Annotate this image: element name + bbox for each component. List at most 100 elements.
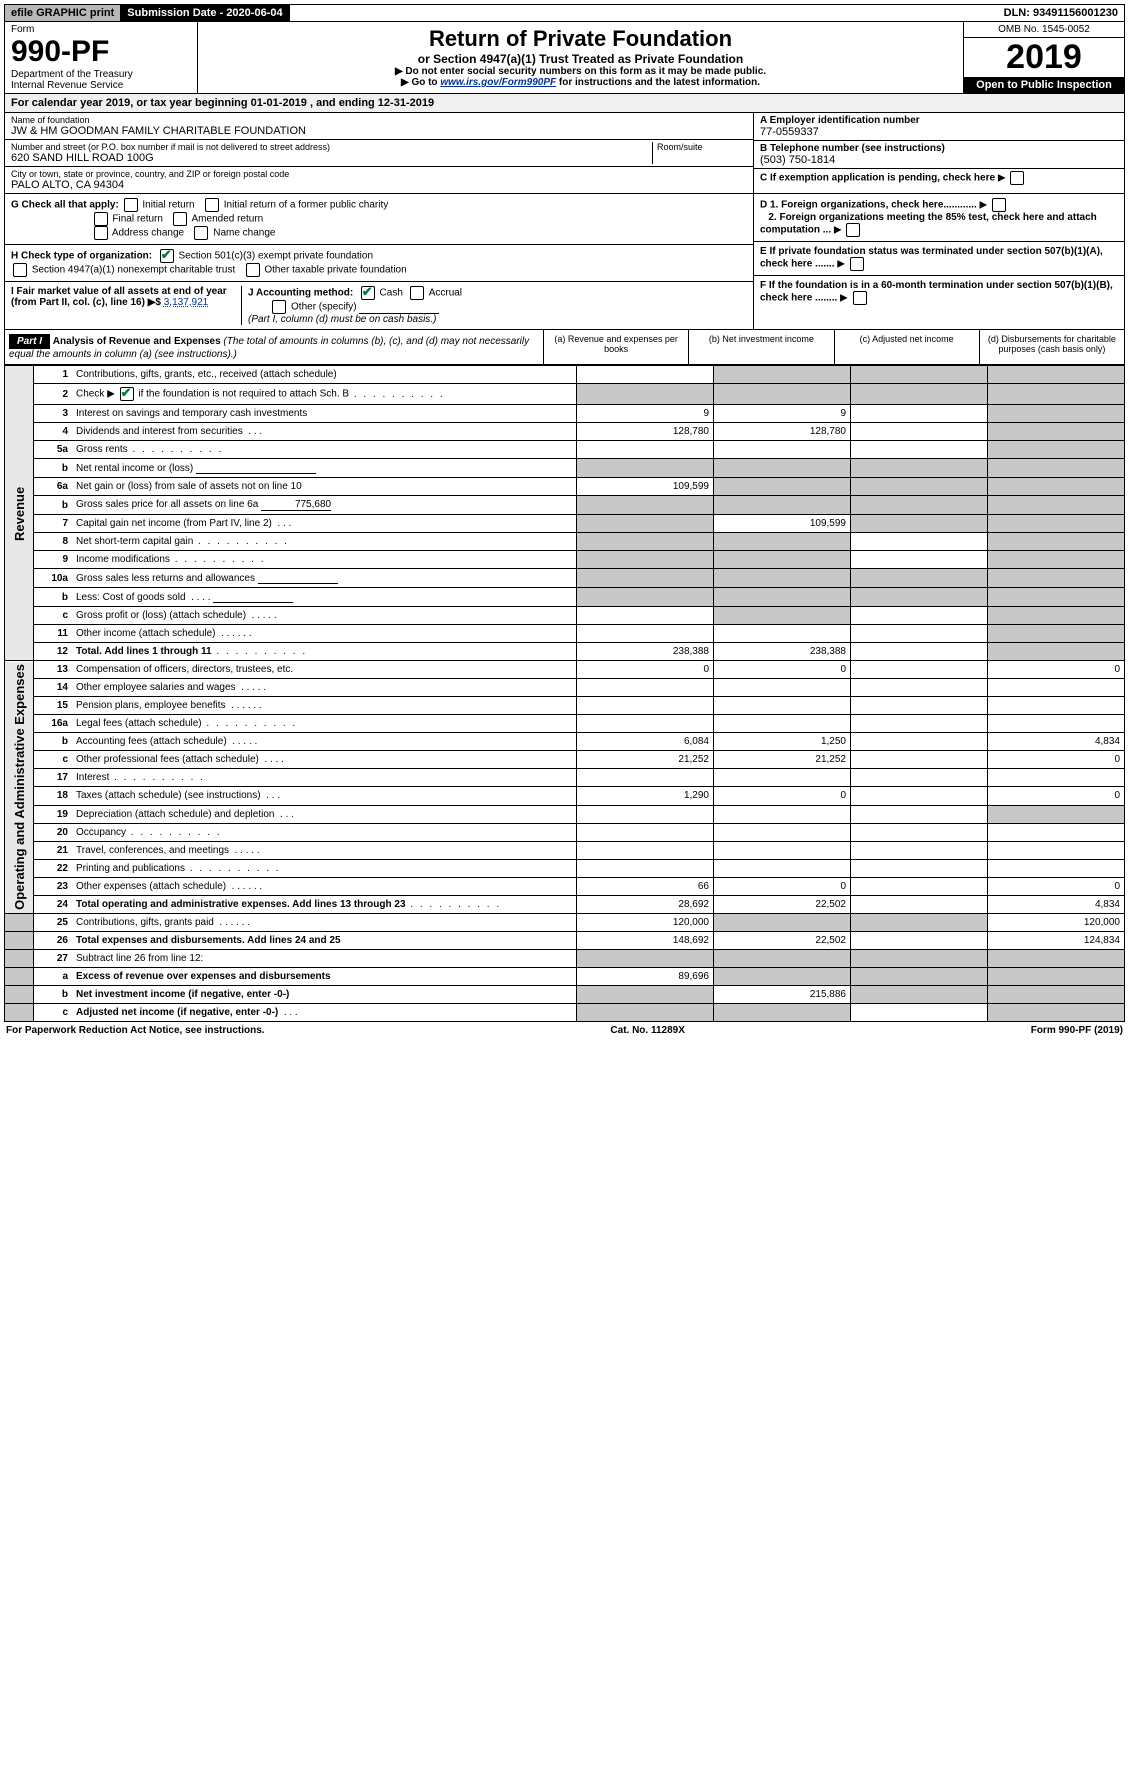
table-row: bNet rental income or (loss): [5, 459, 1125, 478]
box-h: H Check type of organization: Section 50…: [5, 245, 753, 282]
info-grid: Name of foundation JW & HM GOODMAN FAMIL…: [4, 113, 1125, 194]
cb-501c3[interactable]: [160, 249, 174, 263]
header-row: Form 990-PF Department of the Treasury I…: [4, 22, 1125, 94]
col-c: (c) Adjusted net income: [834, 330, 979, 364]
cb-accrual[interactable]: [410, 286, 424, 300]
title-block: Return of Private Foundation or Section …: [198, 22, 963, 93]
addr-cell: Number and street (or P.O. box number if…: [5, 140, 753, 167]
checkbox-c[interactable]: [1010, 171, 1024, 185]
table-row: 18Taxes (attach schedule) (see instructi…: [5, 787, 1125, 805]
table-row: 2Check ▶ if the foundation is not requir…: [5, 384, 1125, 405]
table-row: cGross profit or (loss) (attach schedule…: [5, 607, 1125, 625]
box-ij: I Fair market value of all assets at end…: [5, 282, 753, 329]
ein-cell: A Employer identification number 77-0559…: [754, 113, 1124, 141]
table-row: bNet investment income (if negative, ent…: [5, 985, 1125, 1003]
warn2: ▶ Go to www.irs.gov/Form990PF for instru…: [202, 77, 959, 88]
form-subtitle: or Section 4947(a)(1) Trust Treated as P…: [202, 52, 959, 66]
dept: Department of the Treasury: [11, 69, 133, 80]
table-row: 16aLegal fees (attach schedule): [5, 715, 1125, 733]
part-label: Part I: [9, 334, 50, 349]
box-f: F If the foundation is in a 60-month ter…: [754, 276, 1124, 309]
table-row: 7Capital gain net income (from Part IV, …: [5, 515, 1125, 533]
footer-left: For Paperwork Reduction Act Notice, see …: [6, 1025, 265, 1036]
table-row: 5aGross rents: [5, 441, 1125, 459]
dln: DLN: 93491156001230: [998, 5, 1124, 21]
form-link[interactable]: www.irs.gov/Form990PF: [440, 77, 556, 88]
open-public: Open to Public Inspection: [964, 77, 1124, 93]
col-a: (a) Revenue and expenses per books: [543, 330, 688, 364]
table-row: bAccounting fees (attach schedule) . . .…: [5, 733, 1125, 751]
form-number: 990-PF: [11, 35, 109, 68]
cb-other-method[interactable]: [272, 300, 286, 314]
city-cell: City or town, state or province, country…: [5, 167, 753, 193]
table-row: 17Interest: [5, 769, 1125, 787]
table-row: 12Total. Add lines 1 through 11238,38823…: [5, 643, 1125, 661]
table-row: 3Interest on savings and temporary cash …: [5, 405, 1125, 423]
efile-label: efile GRAPHIC print: [5, 5, 121, 21]
table-row: bLess: Cost of goods sold . . . .: [5, 588, 1125, 607]
side-revenue: Revenue: [5, 366, 34, 661]
cb-cash[interactable]: [361, 286, 375, 300]
table-row: 10aGross sales less returns and allowanc…: [5, 569, 1125, 588]
table-row: cAdjusted net income (if negative, enter…: [5, 1003, 1125, 1021]
table-row: Operating and Administrative Expenses 13…: [5, 661, 1125, 679]
cb-d2[interactable]: [846, 223, 860, 237]
box-g: G Check all that apply: Initial return I…: [5, 194, 753, 245]
cb-name-change[interactable]: [194, 226, 208, 240]
col-d: (d) Disbursements for charitable purpose…: [979, 330, 1124, 364]
form-title: Return of Private Foundation: [202, 26, 959, 52]
footer: For Paperwork Reduction Act Notice, see …: [4, 1022, 1125, 1039]
table-row: 25Contributions, gifts, grants paid . . …: [5, 913, 1125, 931]
cb-schb[interactable]: [120, 387, 134, 401]
cb-addr-change[interactable]: [94, 226, 108, 240]
table-row: 24Total operating and administrative exp…: [5, 895, 1125, 913]
footer-mid: Cat. No. 11289X: [610, 1025, 684, 1036]
check-section: G Check all that apply: Initial return I…: [4, 194, 1125, 330]
tax-year: 2019: [964, 38, 1124, 77]
table-row: 14Other employee salaries and wages . . …: [5, 679, 1125, 697]
cb-final[interactable]: [94, 212, 108, 226]
table-row: 21Travel, conferences, and meetings . . …: [5, 841, 1125, 859]
table-row: 11Other income (attach schedule) . . . .…: [5, 625, 1125, 643]
cb-initial[interactable]: [124, 198, 138, 212]
irs: Internal Revenue Service: [11, 80, 123, 91]
table-row: 8Net short-term capital gain: [5, 533, 1125, 551]
top-bar: efile GRAPHIC print Submission Date - 20…: [4, 4, 1125, 22]
table-row: cOther professional fees (attach schedul…: [5, 751, 1125, 769]
table-row: bGross sales price for all assets on lin…: [5, 496, 1125, 515]
table-row: 26Total expenses and disbursements. Add …: [5, 931, 1125, 949]
box-c: C If exemption application is pending, c…: [754, 169, 1124, 187]
cb-e[interactable]: [850, 257, 864, 271]
footer-right: Form 990-PF (2019): [1031, 1025, 1123, 1036]
table-row: 20Occupancy: [5, 823, 1125, 841]
submission-date: Submission Date - 2020-06-04: [121, 5, 289, 21]
main-table: Revenue 1Contributions, gifts, grants, e…: [4, 365, 1125, 1022]
warn1: ▶ Do not enter social security numbers o…: [202, 66, 959, 77]
form-block: Form 990-PF Department of the Treasury I…: [5, 22, 198, 93]
table-row: 9Income modifications: [5, 551, 1125, 569]
cb-other-tax[interactable]: [246, 263, 260, 277]
table-row: 4Dividends and interest from securities …: [5, 423, 1125, 441]
table-row: 6aNet gain or (loss) from sale of assets…: [5, 478, 1125, 496]
phone-cell: B Telephone number (see instructions) (5…: [754, 141, 1124, 169]
table-row: 27Subtract line 26 from line 12:: [5, 949, 1125, 967]
box-e: E If private foundation status was termi…: [754, 242, 1124, 276]
form-label: Form: [11, 24, 34, 35]
cb-4947[interactable]: [13, 263, 27, 277]
table-row: 23Other expenses (attach schedule) . . .…: [5, 877, 1125, 895]
part-title: Analysis of Revenue and Expenses: [53, 336, 221, 347]
cb-f[interactable]: [853, 291, 867, 305]
cb-d1[interactable]: [992, 198, 1006, 212]
omb: OMB No. 1545-0052: [964, 22, 1124, 38]
col-b: (b) Net investment income: [688, 330, 833, 364]
cb-initial-former[interactable]: [205, 198, 219, 212]
side-expenses: Operating and Administrative Expenses: [5, 661, 34, 914]
table-row: 19Depreciation (attach schedule) and dep…: [5, 805, 1125, 823]
table-row: 22Printing and publications: [5, 859, 1125, 877]
cb-amended[interactable]: [173, 212, 187, 226]
box-d: D 1. Foreign organizations, check here..…: [754, 194, 1124, 242]
table-row: aExcess of revenue over expenses and dis…: [5, 967, 1125, 985]
table-row: Revenue 1Contributions, gifts, grants, e…: [5, 366, 1125, 384]
name-cell: Name of foundation JW & HM GOODMAN FAMIL…: [5, 113, 753, 140]
year-block: OMB No. 1545-0052 2019 Open to Public In…: [963, 22, 1124, 93]
